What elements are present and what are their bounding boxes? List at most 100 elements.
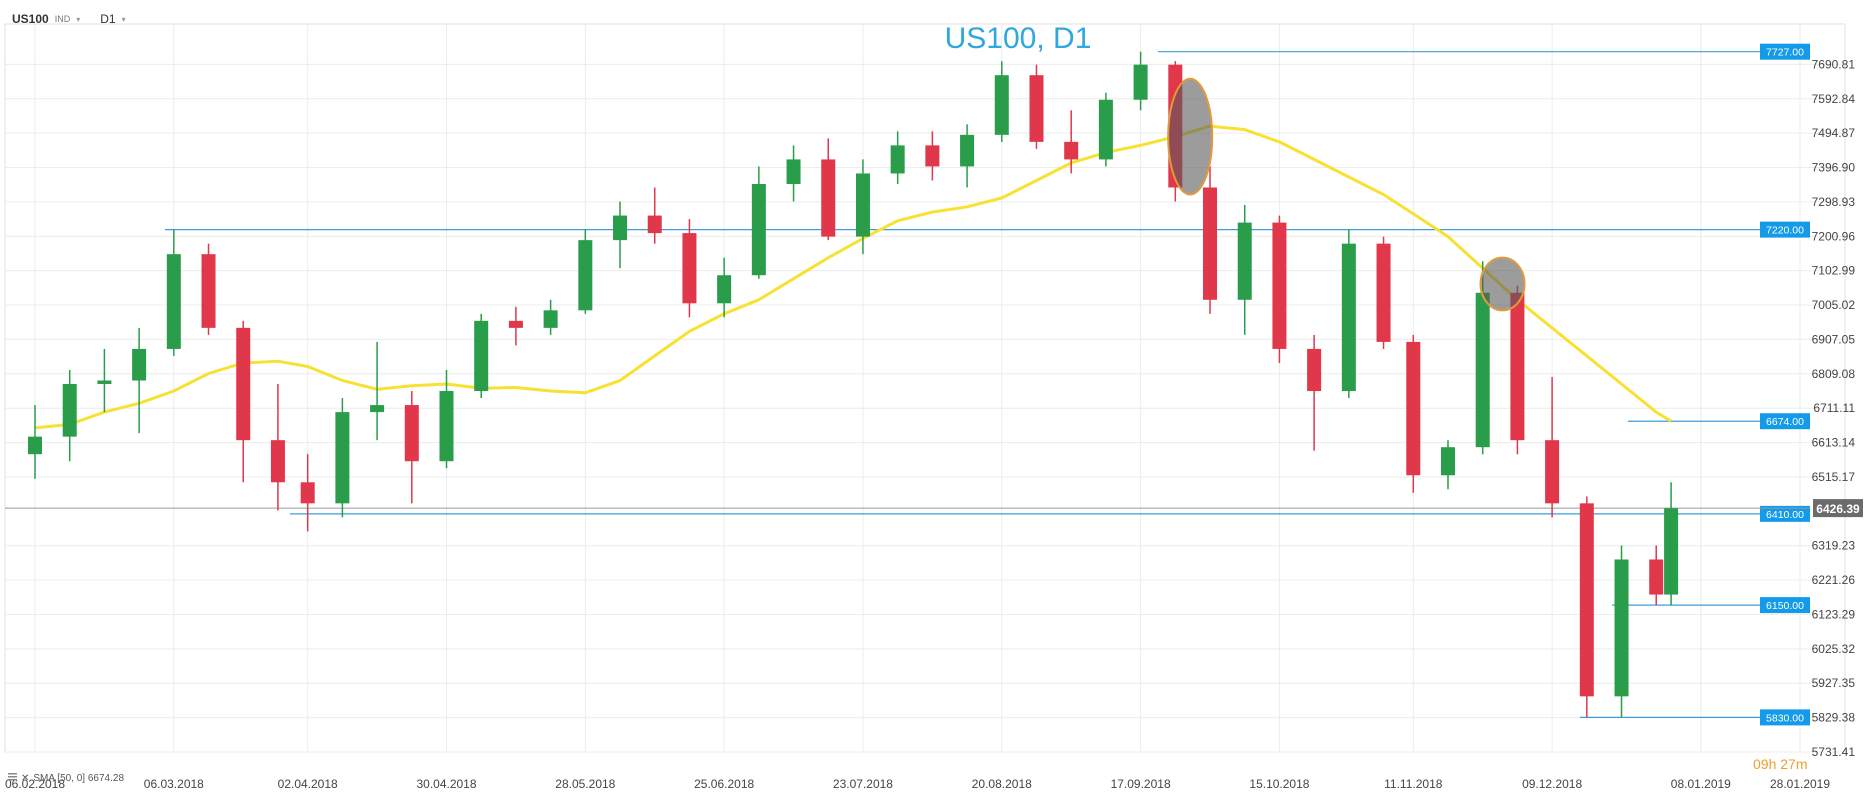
price-tick-label: 7298.93 — [1812, 195, 1856, 209]
highlight-ellipse — [1167, 77, 1214, 196]
countdown-minutes-unit: m — [1795, 756, 1808, 772]
candle-down — [1649, 559, 1664, 595]
level-label: 7220.00 — [1766, 225, 1804, 237]
level-label: 5830.00 — [1766, 712, 1804, 724]
candle-up — [578, 240, 593, 311]
price-tick-label: 6907.05 — [1812, 332, 1856, 346]
date-tick-label: 08.01.2019 — [1671, 777, 1731, 791]
date-tick-label: 15.10.2018 — [1249, 777, 1309, 791]
countdown-hours-unit: h — [1768, 756, 1777, 772]
candle-up — [166, 254, 181, 349]
candle-up — [474, 320, 489, 392]
date-tick-label: 28.05.2018 — [555, 777, 615, 791]
candle-down — [1203, 187, 1218, 300]
chevron-down-icon[interactable]: ▾ — [121, 14, 126, 24]
candle-up — [1237, 222, 1252, 300]
price-tick-label: 6123.29 — [1812, 607, 1856, 621]
level-label-box — [1760, 709, 1810, 726]
price-tick-label: 5927.35 — [1812, 676, 1856, 690]
close-icon[interactable]: ✕ — [21, 772, 30, 784]
date-tick-label: 30.04.2018 — [416, 777, 476, 791]
price-tick-label: 7494.87 — [1812, 126, 1856, 140]
level-label-box — [1760, 43, 1810, 60]
date-tick-label: 23.07.2018 — [833, 777, 893, 791]
candle-up — [890, 145, 905, 174]
price-tick-label: 7005.02 — [1812, 298, 1856, 312]
level-label: 6674.00 — [1766, 416, 1804, 428]
date-tick-label: 06.02.2018 — [5, 777, 65, 791]
indicator-legend: ✕ SMA [50, 0] 6674.28 — [8, 772, 124, 784]
candle-up — [1664, 508, 1679, 595]
level-label: 7727.00 — [1766, 47, 1804, 59]
price-tick-label: 5829.38 — [1812, 711, 1856, 725]
candle-up — [132, 348, 147, 381]
chart-title: US100, D1 — [945, 22, 1092, 55]
level-label: 6150.00 — [1766, 600, 1804, 612]
candle-down — [1064, 141, 1079, 160]
candle-down — [1307, 348, 1322, 392]
price-tick-label: 6319.23 — [1812, 539, 1856, 553]
price-tick-label: 7102.99 — [1812, 264, 1856, 278]
candle-up — [1475, 292, 1490, 448]
date-tick-label: 17.09.2018 — [1111, 777, 1171, 791]
countdown-hours: 09 — [1753, 756, 1769, 772]
candle-down — [1510, 292, 1525, 441]
candle-down — [1579, 503, 1594, 697]
level-label-box — [1760, 413, 1810, 430]
date-tick-label: 25.06.2018 — [694, 777, 754, 791]
level-label-box — [1760, 505, 1810, 522]
candle-up — [97, 380, 112, 385]
price-tick-label: 6221.26 — [1812, 573, 1856, 587]
candle-up — [439, 391, 454, 462]
level-label-box — [1760, 597, 1810, 614]
price-tick-label: 7396.90 — [1812, 161, 1856, 175]
candle-down — [682, 233, 697, 304]
level-label: 6410.00 — [1766, 509, 1804, 521]
current-price-tag — [1813, 499, 1863, 518]
price-tick-label: 6809.08 — [1812, 367, 1856, 381]
chevron-down-icon[interactable]: ▾ — [76, 14, 81, 24]
date-tick-label: 02.04.2018 — [278, 777, 338, 791]
candle-down — [821, 159, 836, 237]
candle-up — [370, 405, 385, 413]
candle-up — [1341, 243, 1356, 392]
candle-up — [62, 384, 77, 437]
highlight-ellipse — [1479, 256, 1526, 312]
candle-up — [960, 134, 975, 167]
candle-down — [300, 482, 315, 504]
candle-down — [270, 440, 285, 483]
candle-up — [786, 159, 801, 184]
current-price-label: 6426.39 — [1816, 502, 1860, 516]
candle-up — [1098, 99, 1113, 160]
candle-up — [717, 275, 732, 304]
candle-up — [1440, 447, 1455, 476]
candle-up — [751, 183, 766, 276]
date-tick-label: 20.08.2018 — [972, 777, 1032, 791]
chart-toolbar: US100 IND ▾ D1 ▾ — [12, 12, 140, 26]
candle-down — [201, 254, 216, 328]
price-tick-label: 6025.32 — [1812, 642, 1856, 656]
candle-down — [1406, 341, 1421, 476]
date-tick-label: 09.12.2018 — [1522, 777, 1582, 791]
candle-up — [855, 173, 870, 237]
symbol-selector[interactable]: US100 — [12, 12, 49, 26]
candle-countdown: 09h 27m — [1753, 756, 1808, 772]
price-tick-label: 6613.14 — [1812, 436, 1856, 450]
countdown-minutes: 27 — [1780, 756, 1796, 772]
candle-down — [508, 320, 523, 328]
candle-up — [28, 436, 42, 455]
timeframe-selector[interactable]: D1 — [100, 12, 116, 26]
indicator-settings-icon[interactable] — [8, 772, 17, 784]
price-tick-label: 6711.11 — [1813, 401, 1855, 415]
candle-down — [404, 405, 419, 462]
candle-up — [994, 75, 1009, 135]
price-tick-label: 7200.96 — [1812, 229, 1856, 243]
date-tick-label: 06.03.2018 — [144, 777, 204, 791]
date-tick-label: 28.01.2019 — [1770, 777, 1830, 791]
date-tick-label: 11.11.2018 — [1384, 777, 1443, 791]
candle-up — [1133, 64, 1148, 100]
candle-up — [613, 215, 628, 241]
candle-down — [236, 327, 251, 441]
